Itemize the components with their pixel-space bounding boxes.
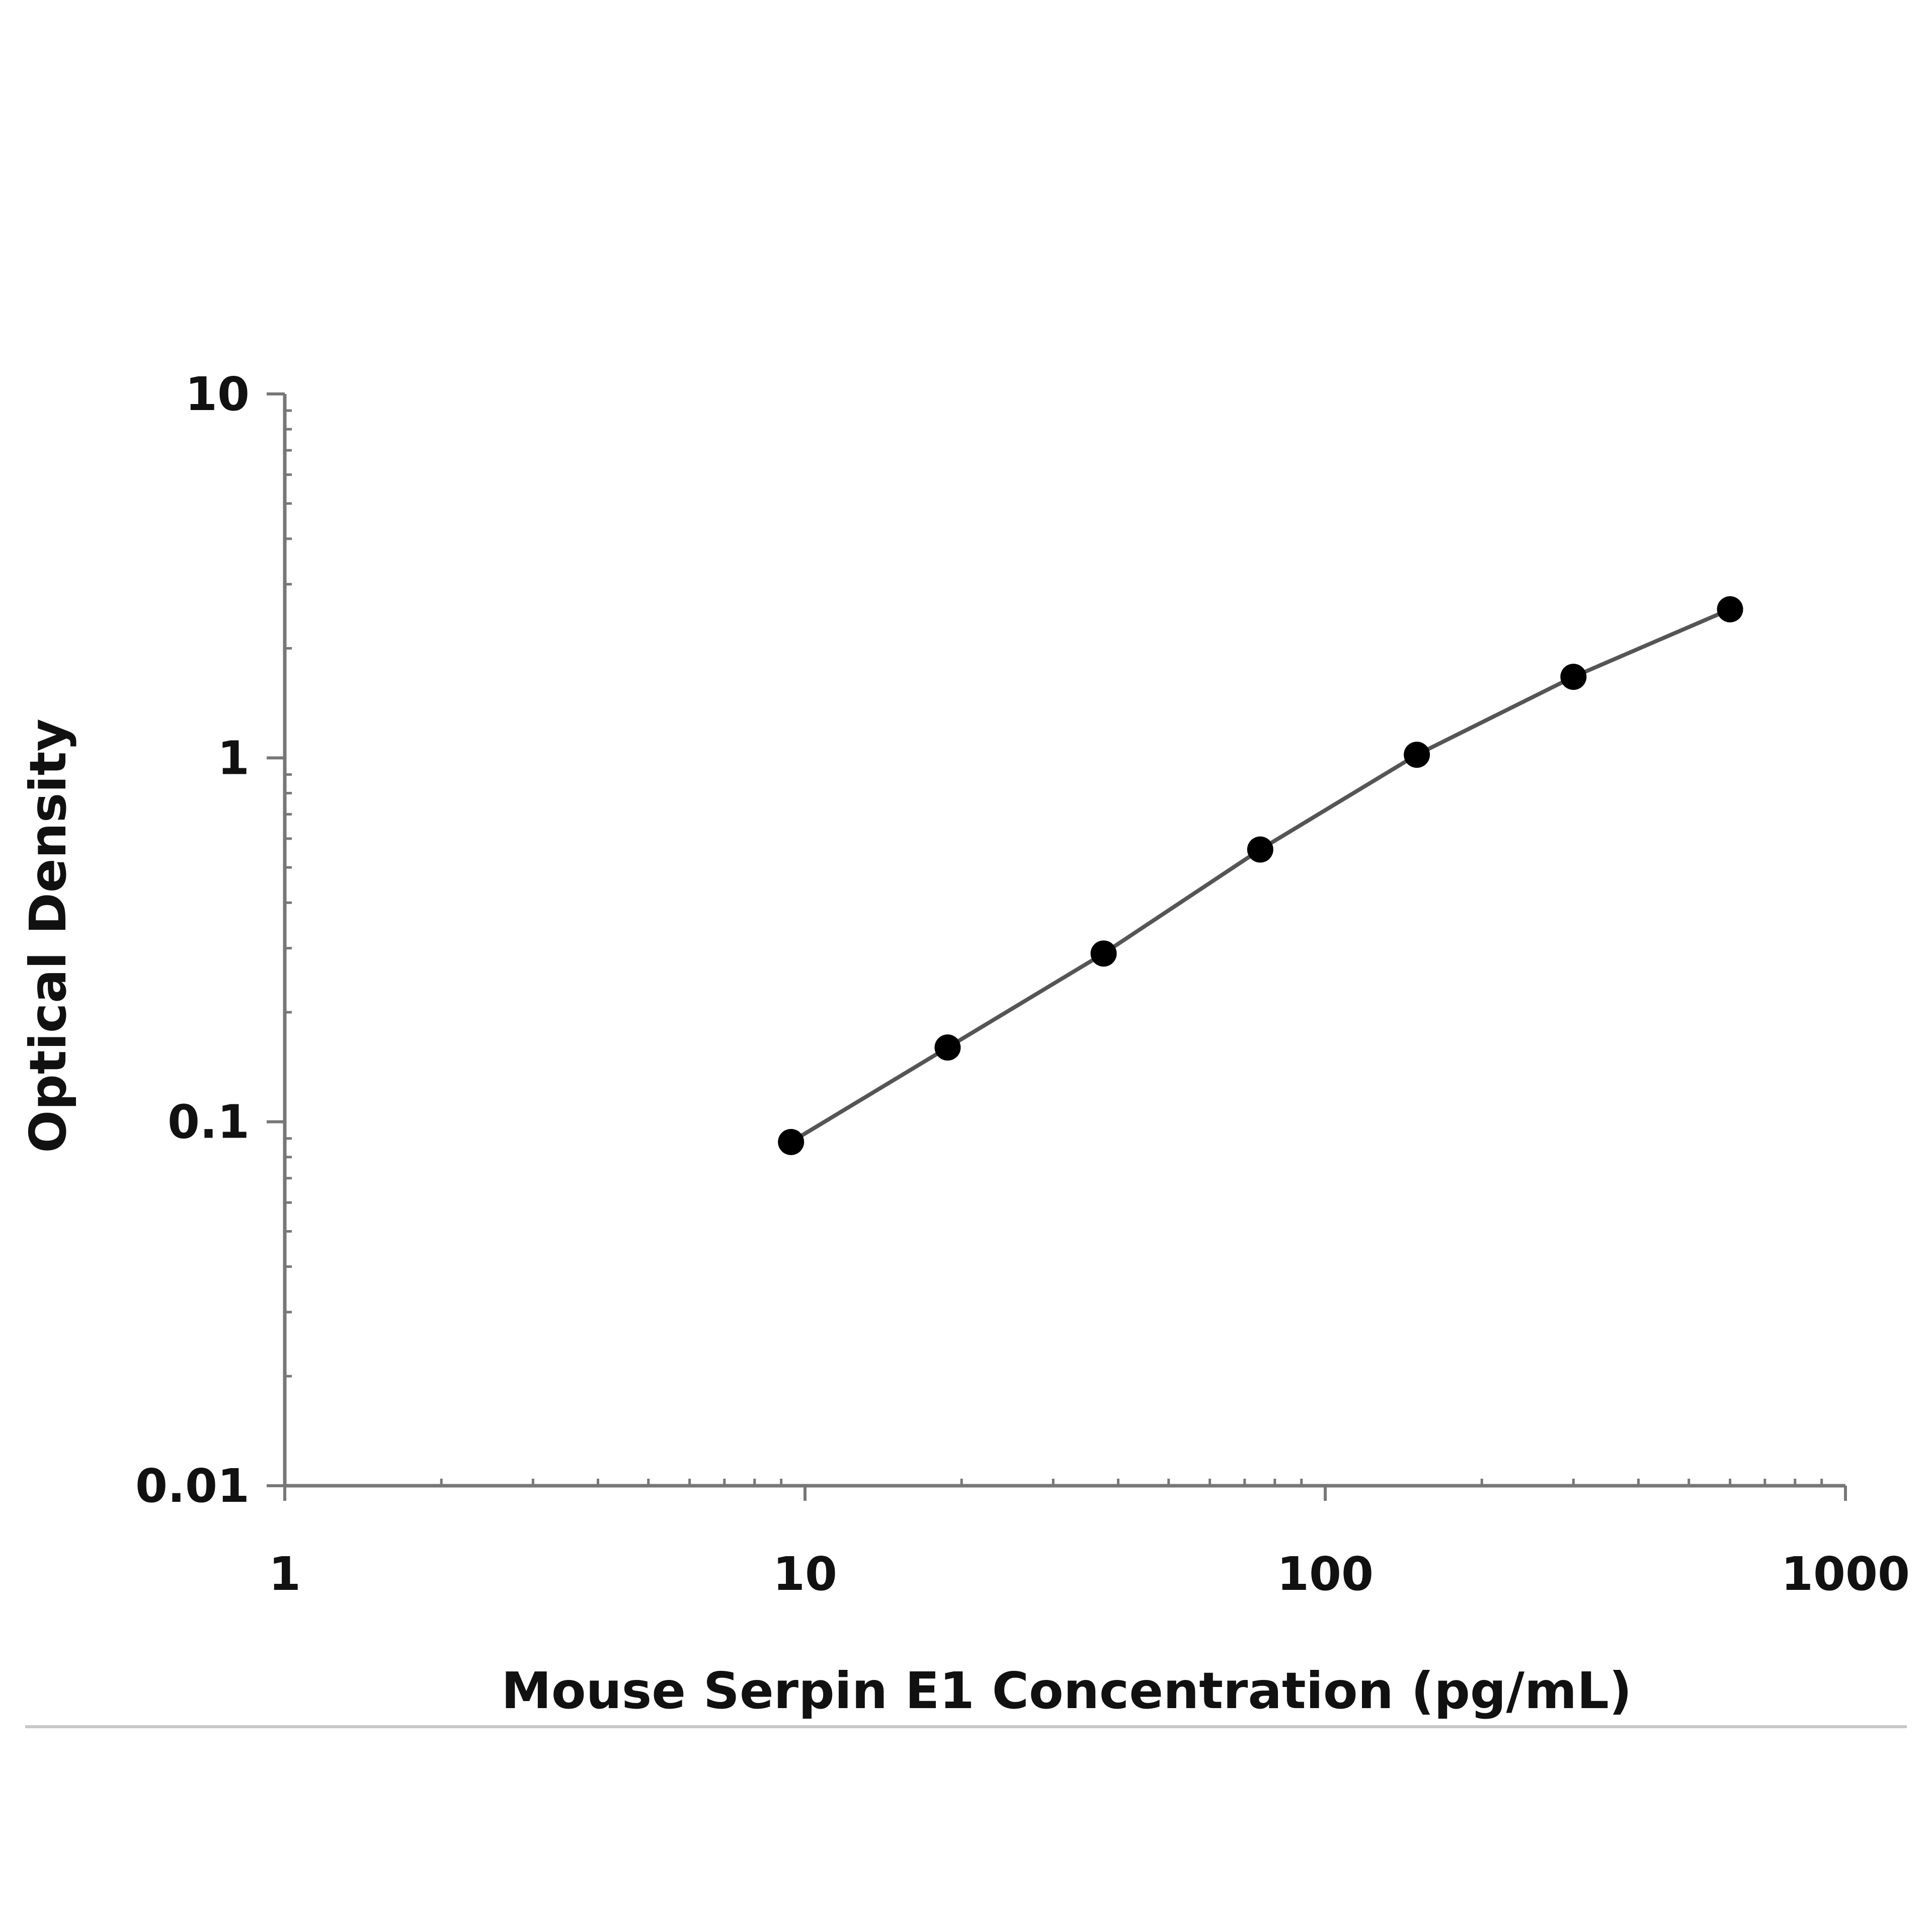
y-tick-label: 1 bbox=[217, 731, 250, 785]
data-point-marker bbox=[1090, 940, 1117, 967]
y-tick-label: 0.1 bbox=[168, 1095, 250, 1149]
data-series bbox=[778, 596, 1743, 1155]
data-point-marker bbox=[1717, 596, 1743, 623]
x-tick-label: 1 bbox=[269, 1547, 301, 1601]
x-axis-title: Mouse Serpin E1 Concentration (pg/mL) bbox=[501, 1661, 1632, 1720]
y-tick-label: 0.01 bbox=[135, 1459, 250, 1513]
y-tick-label: 10 bbox=[185, 367, 250, 421]
x-tick-label: 100 bbox=[1277, 1547, 1374, 1601]
data-point-marker bbox=[1560, 664, 1587, 690]
data-point-marker bbox=[778, 1129, 804, 1155]
data-point-marker bbox=[1247, 836, 1273, 863]
axis-labels: Optical Density Mouse Serpin E1 Concentr… bbox=[19, 718, 1632, 1720]
data-point-marker bbox=[1404, 742, 1430, 768]
x-tick-label: 1000 bbox=[1781, 1547, 1910, 1601]
y-axis-title: Optical Density bbox=[19, 718, 77, 1153]
axes: 0.01 0.1 1 10 1 10 100 1000 bbox=[135, 367, 1910, 1601]
data-point-marker bbox=[934, 1034, 961, 1061]
x-tick-label: 10 bbox=[773, 1547, 837, 1601]
curve-line bbox=[790, 607, 1731, 1144]
